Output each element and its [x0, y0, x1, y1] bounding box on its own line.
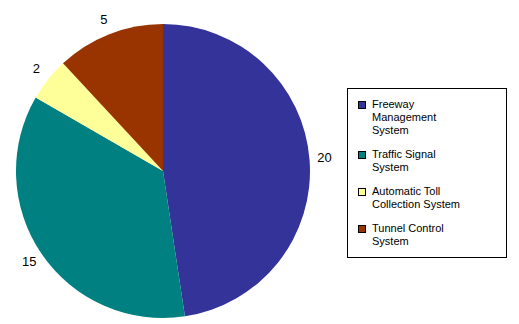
html-text:Freeway Management System: Freeway Management System [372, 98, 437, 137]
svg-text:5: 5 [100, 12, 107, 27]
html-text:Automatic Toll Collection Syst: Automatic Toll Collection System [372, 184, 460, 210]
svg-text:20: 20 [317, 150, 331, 165]
html-text:Traffic Signal System: Traffic Signal System [372, 148, 436, 174]
html-text:Tunnel Control System: Tunnel Control System [372, 221, 444, 247]
svg-text:2: 2 [33, 61, 40, 76]
svg-text:15: 15 [22, 254, 36, 269]
